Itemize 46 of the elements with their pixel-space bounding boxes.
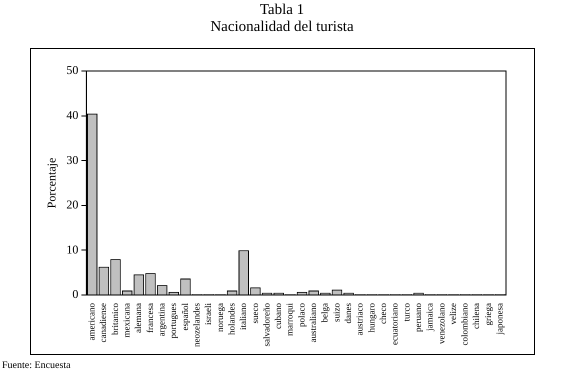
x-tick-label: velize: [448, 303, 458, 325]
x-tick-label: peruano: [412, 302, 423, 332]
x-tick-label: turco: [401, 302, 412, 322]
x-tick-label: italiano: [238, 302, 248, 330]
x-tick-label: britanico: [110, 302, 120, 336]
x-tick-label: alemana: [133, 303, 144, 334]
x-tick-label: portugues: [168, 302, 178, 339]
x-tick-label: chilena: [471, 303, 482, 330]
y-tick-label: 50: [66, 63, 78, 78]
x-tick-label: suizo: [331, 302, 342, 322]
x-tick-label: checo: [378, 302, 388, 324]
x-tick-label: austriaco: [354, 302, 365, 336]
x-tick-label: canadiense: [98, 303, 108, 343]
x-tick-label: danes: [343, 302, 354, 324]
y-tick-label: 0: [72, 287, 78, 302]
y-axis-title: Porcentaje: [44, 158, 58, 208]
x-tick-label: mexicana: [122, 303, 132, 338]
x-tick-label: americano: [86, 302, 97, 341]
y-tick-label: 30: [66, 152, 78, 167]
x-tick-label: salvadoreño: [261, 302, 272, 347]
source-note: Fuente: Encuesta: [2, 360, 71, 371]
y-tick-label: 20: [66, 198, 78, 212]
x-tick-label: francesa: [144, 303, 155, 334]
x-tick-label: sueco: [250, 302, 260, 324]
x-tick-label: israeli: [203, 302, 214, 326]
x-tick-label: noruega: [214, 303, 225, 332]
y-tick-label: 10: [66, 242, 78, 256]
y-tick-label: 40: [66, 108, 78, 122]
x-tick-label: cubano: [273, 302, 284, 330]
x-tick-label: neozelandes: [191, 302, 202, 348]
x-tick-label: colombiano: [460, 302, 470, 346]
x-tick-label: holandes: [226, 302, 236, 336]
x-tick-label: griega: [482, 303, 493, 326]
x-tick-label: japonesa: [494, 303, 505, 336]
x-tick-label: polaco: [296, 302, 306, 328]
x-tick-label: belga: [320, 303, 330, 323]
x-tick-label: australiano: [308, 302, 318, 343]
x-tick-label: hungaro: [366, 302, 376, 333]
x-tick-label: jamaica: [424, 303, 435, 332]
x-tick-label: marroqui: [284, 302, 295, 336]
chart-title: Tabla 1: [258, 2, 306, 19]
x-tick-label: ecuatoriano: [390, 302, 400, 346]
x-tick-label: venezolano: [436, 302, 446, 344]
chart-subtitle: Nacionalidad del turista: [209, 19, 355, 36]
x-tick-label: español: [180, 302, 190, 331]
x-tick-label: argentina: [156, 303, 167, 336]
